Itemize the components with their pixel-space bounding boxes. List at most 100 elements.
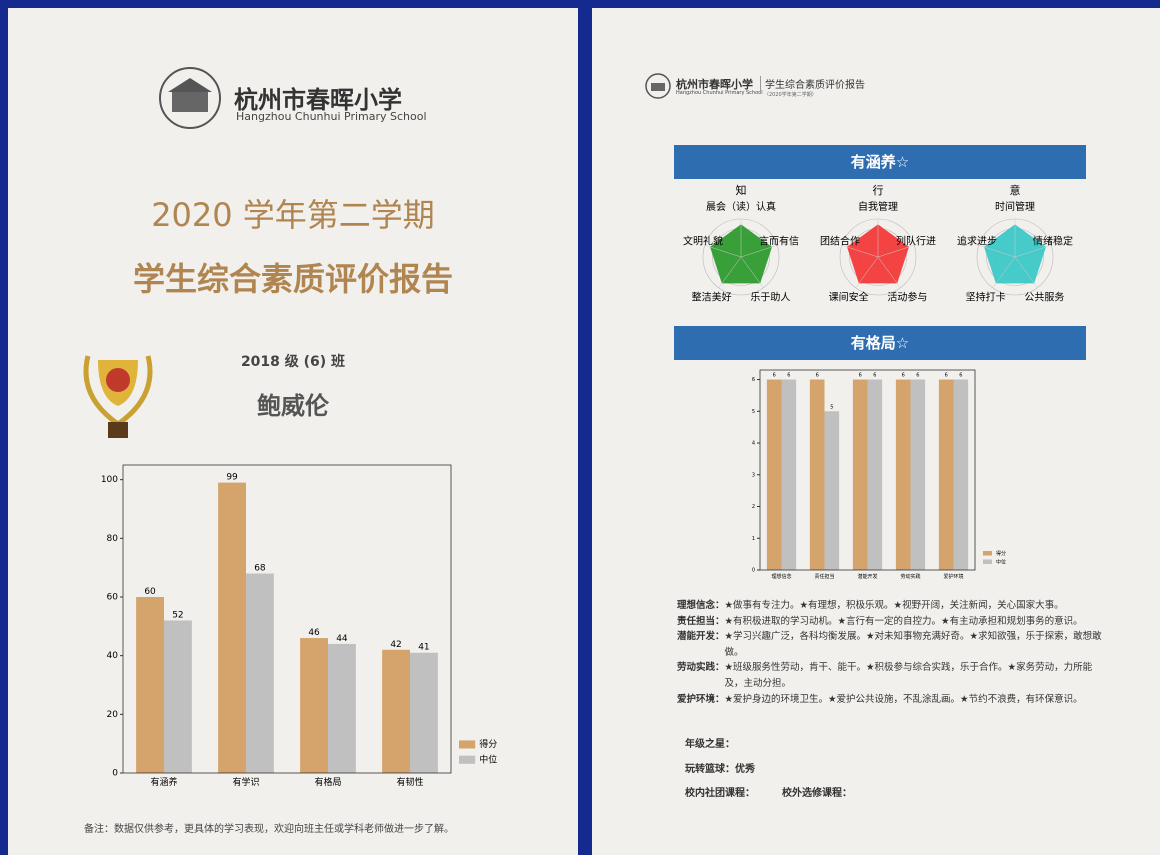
value-label: 6 bbox=[873, 373, 876, 379]
radar-label: 乐于助人 bbox=[750, 290, 790, 303]
value-label: 44 bbox=[336, 634, 348, 644]
plot-frame bbox=[122, 464, 452, 774]
value-label: 6 bbox=[859, 373, 862, 379]
radar-spoke bbox=[704, 245, 742, 258]
y-tick-label: 40 bbox=[107, 651, 119, 661]
radar-title: 意 bbox=[1010, 183, 1021, 197]
y-tick-label: 0 bbox=[752, 568, 755, 574]
footer-item: 校内社团课程： bbox=[685, 788, 755, 799]
x-tick-label: 劳动实践 bbox=[900, 573, 920, 580]
class-label: 2018 级 (6) 班 bbox=[240, 354, 346, 370]
value-label: 42 bbox=[390, 640, 401, 650]
school-name-en: Hangzhou Chunhui Primary School bbox=[236, 110, 427, 123]
radar-label: 团结合作 bbox=[820, 235, 860, 248]
radar-label: 时间管理 bbox=[995, 200, 1035, 213]
bar bbox=[824, 411, 840, 570]
x-tick-label: 有涵养 bbox=[150, 776, 177, 788]
footer-item: 校外选修课程： bbox=[782, 788, 852, 799]
value-label: 52 bbox=[172, 610, 183, 620]
trophy-icon bbox=[83, 355, 153, 438]
radar-spoke bbox=[1014, 245, 1052, 258]
value-label: 6 bbox=[787, 373, 790, 379]
school-name: 杭州市春晖小学 bbox=[234, 85, 402, 114]
description-text: ★班级服务性劳动，肯干、能干。★积极参与综合实践，乐于合作。★家务劳动，力所能及… bbox=[724, 662, 1093, 689]
plot-frame bbox=[759, 369, 976, 571]
radar-spoke bbox=[841, 245, 879, 258]
value-label: 6 bbox=[959, 373, 962, 379]
bar bbox=[300, 638, 328, 773]
left-page: 杭州市春晖小学 Hangzhou Chunhui Primary School … bbox=[8, 8, 578, 855]
description-row: 理想信念： ★做事有专注力。★有理想，积极乐观。★视野开阔，关注新闻，关心国家大事… bbox=[677, 598, 1107, 614]
y-tick-label: 2 bbox=[752, 504, 755, 510]
footer-item: 年级之星： bbox=[685, 739, 735, 750]
bar-chart: 0 20 40 60 80 100 有涵养 60 52 有学识 99 68 有格局 46 44 有韧性 42 41… bbox=[101, 464, 497, 788]
section-title: 有格局☆ bbox=[674, 326, 1086, 360]
descriptions: 理想信念： ★做事有专注力。★有理想，积极乐观。★视野开阔，关注新闻，关心国家大事… bbox=[677, 598, 1107, 707]
term: （2020学年第二学期） bbox=[764, 92, 817, 98]
value-label: 6 bbox=[902, 373, 905, 379]
bar bbox=[382, 649, 410, 773]
legend-swatch bbox=[983, 559, 992, 564]
student-name: 鲍威伦 bbox=[257, 392, 329, 420]
radar-label: 文明礼貌 bbox=[683, 235, 723, 248]
description-row: 潜能开发： ★学习兴趣广泛，各科均衡发展。★对未知事物充满好奇。★求知欲强，乐于探… bbox=[677, 629, 1107, 660]
bar bbox=[910, 379, 926, 570]
description-text: ★爱护身边的环境卫生。★爱护公共设施，不乱涂乱画。★节约不浪费，有环保意识。 bbox=[724, 693, 1083, 705]
legend-label: 得分 bbox=[996, 550, 1006, 557]
legend-swatch bbox=[983, 551, 992, 556]
y-tick-label: 4 bbox=[752, 441, 755, 447]
school-name: 杭州市春晖小学 bbox=[676, 78, 753, 91]
radar-label: 自我管理 bbox=[858, 200, 898, 213]
title-line: 学生综合素质评价报告 bbox=[132, 260, 453, 298]
description-row: 爱护环境： ★爱护身边的环境卫生。★爱护公共设施，不乱涂乱画。★节约不浪费，有环保… bbox=[677, 692, 1107, 708]
y-tick-label: 80 bbox=[107, 534, 119, 544]
value-label: 46 bbox=[308, 628, 320, 638]
legend-label: 得分 bbox=[479, 738, 497, 750]
note: 备注：数据仅供参考，更具体的学习表现，欢迎向班主任或学科老师做进一步了解。 bbox=[84, 824, 454, 835]
x-tick-label: 责任担当 bbox=[814, 573, 834, 580]
radar-spoke bbox=[740, 256, 764, 288]
radar-title: 知 bbox=[736, 183, 747, 197]
radar-label: 情绪稳定 bbox=[1033, 235, 1073, 248]
report-title: 学生综合素质评价报告 bbox=[760, 76, 865, 91]
y-tick-label: 1 bbox=[752, 536, 755, 542]
radar-label: 晨会（读）认真 bbox=[706, 200, 776, 213]
radar-label: 追求进步 bbox=[957, 235, 997, 248]
legend-swatch bbox=[459, 740, 476, 749]
description-label: 潜能开发： bbox=[677, 631, 725, 643]
bar bbox=[781, 379, 797, 570]
description-text: ★做事有专注力。★有理想，积极乐观。★视野开阔，关注新闻，关心国家大事。 bbox=[724, 600, 1064, 611]
radar-spoke bbox=[1014, 256, 1038, 288]
value-label: 5 bbox=[830, 404, 833, 410]
radar-spoke bbox=[877, 256, 901, 288]
radar-label: 坚持打卡 bbox=[966, 290, 1006, 303]
legend-swatch bbox=[459, 755, 476, 764]
description-row: 责任担当： ★有积极进取的学习动机。★言行有一定的自控力。★有主动承担和规划事务的… bbox=[677, 614, 1107, 630]
description-label: 劳动实践： bbox=[677, 662, 725, 674]
radar-spoke bbox=[877, 245, 915, 258]
description-text: ★有积极进取的学习动机。★言行有一定的自控力。★有主动承担和规划事务的意识。 bbox=[724, 615, 1083, 627]
bar bbox=[809, 379, 825, 570]
y-tick-label: 100 bbox=[101, 475, 118, 485]
radar-label: 课间安全 bbox=[829, 290, 869, 303]
bar bbox=[895, 379, 911, 570]
bar bbox=[766, 379, 782, 570]
bar bbox=[852, 379, 868, 570]
x-tick-label: 潜能开发 bbox=[857, 573, 877, 580]
description-text: ★学习兴趣广泛，各科均衡发展。★对未知事物充满好奇。★求知欲强，乐于探索，敢想敢… bbox=[724, 631, 1102, 658]
value-label: 6 bbox=[916, 373, 919, 379]
bar bbox=[218, 482, 246, 773]
radar-spoke bbox=[978, 245, 1016, 258]
value-label: 99 bbox=[226, 473, 238, 483]
bar-chart: 0 1 2 3 4 5 6 理想信念 6 6 责任担当 6 5 潜能开发 6 6 劳动实践 6 6 爱护环境 6 6 得分中… bbox=[752, 369, 1006, 580]
bar bbox=[328, 643, 356, 773]
bar bbox=[867, 379, 883, 570]
description-label: 爱护环境： bbox=[677, 693, 725, 705]
x-tick-label: 理想信念 bbox=[771, 573, 791, 580]
description-label: 理想信念： bbox=[677, 600, 725, 611]
school-name-en: Hangzhou Chunhui Primary School bbox=[676, 90, 763, 96]
footer-item: 玩转篮球：优秀 bbox=[685, 764, 755, 775]
value-label: 68 bbox=[254, 564, 266, 574]
value-label: 6 bbox=[773, 373, 776, 379]
